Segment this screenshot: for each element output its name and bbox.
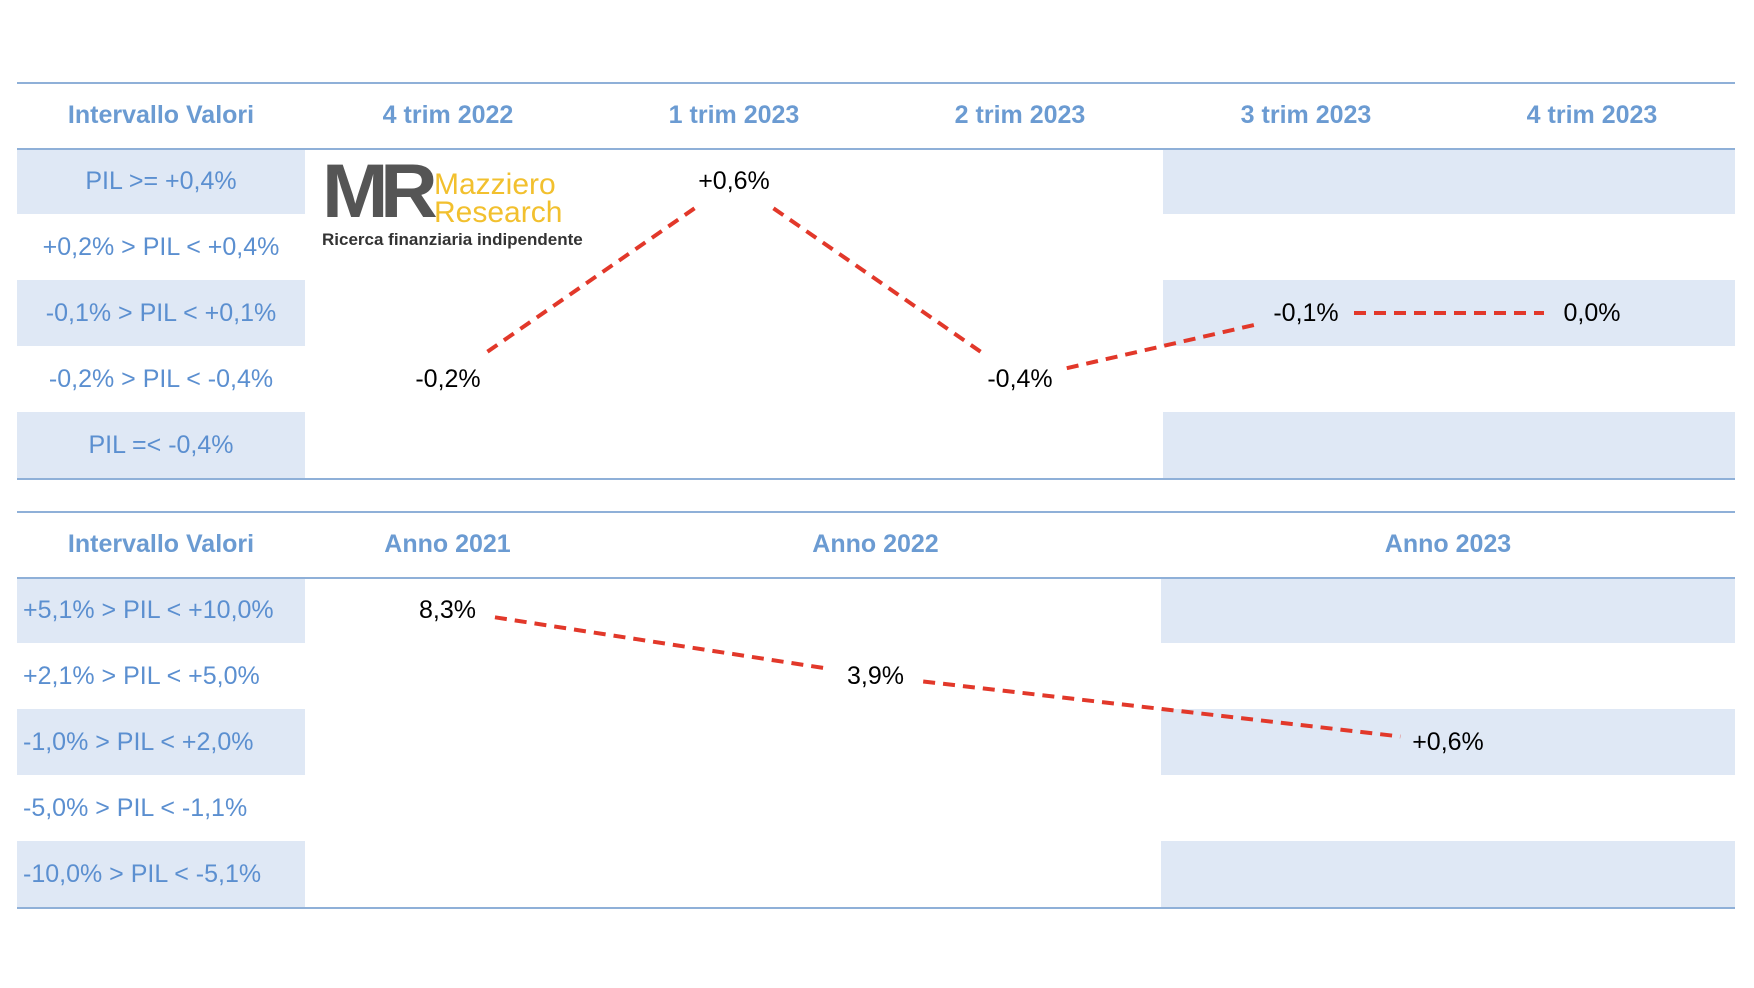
column-header: Intervallo Valori	[67, 529, 255, 558]
value-label: +0,6%	[698, 166, 770, 195]
row-shade	[1161, 841, 1735, 907]
trend-line	[772, 206, 982, 354]
row-shade	[17, 280, 305, 346]
range-label: +5,1% > PIL < +10,0%	[23, 595, 274, 624]
rule	[17, 577, 1735, 579]
row-shade	[17, 412, 305, 478]
value-label: -0,1%	[1273, 298, 1339, 327]
logo-name: Mazziero	[434, 168, 556, 201]
row-shade	[17, 577, 305, 643]
row-shade	[1161, 577, 1735, 643]
column-header: 2 trim 2023	[954, 100, 1086, 129]
range-label: PIL =< -0,4%	[88, 430, 234, 459]
value-label: -0,2%	[415, 364, 481, 393]
value-label: -0,4%	[987, 364, 1053, 393]
range-label: -10,0% > PIL < -5,1%	[23, 859, 262, 888]
row-shade	[1163, 148, 1735, 214]
range-label: PIL >= +0,4%	[85, 166, 237, 195]
column-header: 3 trim 2023	[1240, 100, 1372, 129]
logo-tagline: Ricerca finanziaria indipendente	[322, 230, 583, 249]
row-shade	[17, 709, 305, 775]
trend-line	[1066, 321, 1260, 371]
row-shade	[1161, 709, 1735, 775]
column-header: Anno 2022	[812, 529, 939, 558]
column-header: 1 trim 2023	[668, 100, 800, 129]
rule	[17, 511, 1735, 513]
trend-line	[494, 615, 829, 671]
column-header: 4 trim 2022	[382, 100, 514, 129]
row-shade	[17, 841, 305, 907]
value-label: 8,3%	[419, 595, 476, 624]
column-header: Anno 2023	[1384, 529, 1512, 558]
column-header: Intervallo Valori	[67, 100, 255, 129]
value-label: 3,9%	[847, 661, 904, 690]
trend-line	[486, 206, 696, 354]
row-shade	[1163, 280, 1735, 346]
range-label: -0,1% > PIL < +0,1%	[45, 298, 277, 327]
row-shade	[1163, 412, 1735, 478]
logo-name: Research	[434, 196, 563, 229]
range-label: -0,2% > PIL < -0,4%	[48, 364, 274, 393]
rule	[17, 82, 1735, 84]
trend-line	[922, 679, 1401, 739]
value-label: 0,0%	[1563, 298, 1621, 327]
value-label: +0,6%	[1412, 727, 1484, 756]
rule	[17, 478, 1735, 480]
rule	[17, 148, 1735, 150]
range-label: +2,1% > PIL < +5,0%	[23, 661, 260, 690]
range-label: +0,2% > PIL < +0,4%	[42, 232, 280, 261]
rule	[17, 907, 1735, 909]
logo: MR Mazziero Research Ricerca finanziaria…	[322, 154, 583, 250]
range-label: -1,0% > PIL < +2,0%	[23, 727, 254, 756]
logo-mark: MR	[322, 149, 438, 234]
row-shade	[17, 148, 305, 214]
column-header: Anno 2021	[384, 529, 511, 558]
range-label: -5,0% > PIL < -1,1%	[23, 793, 248, 822]
column-header: 4 trim 2023	[1526, 100, 1658, 129]
